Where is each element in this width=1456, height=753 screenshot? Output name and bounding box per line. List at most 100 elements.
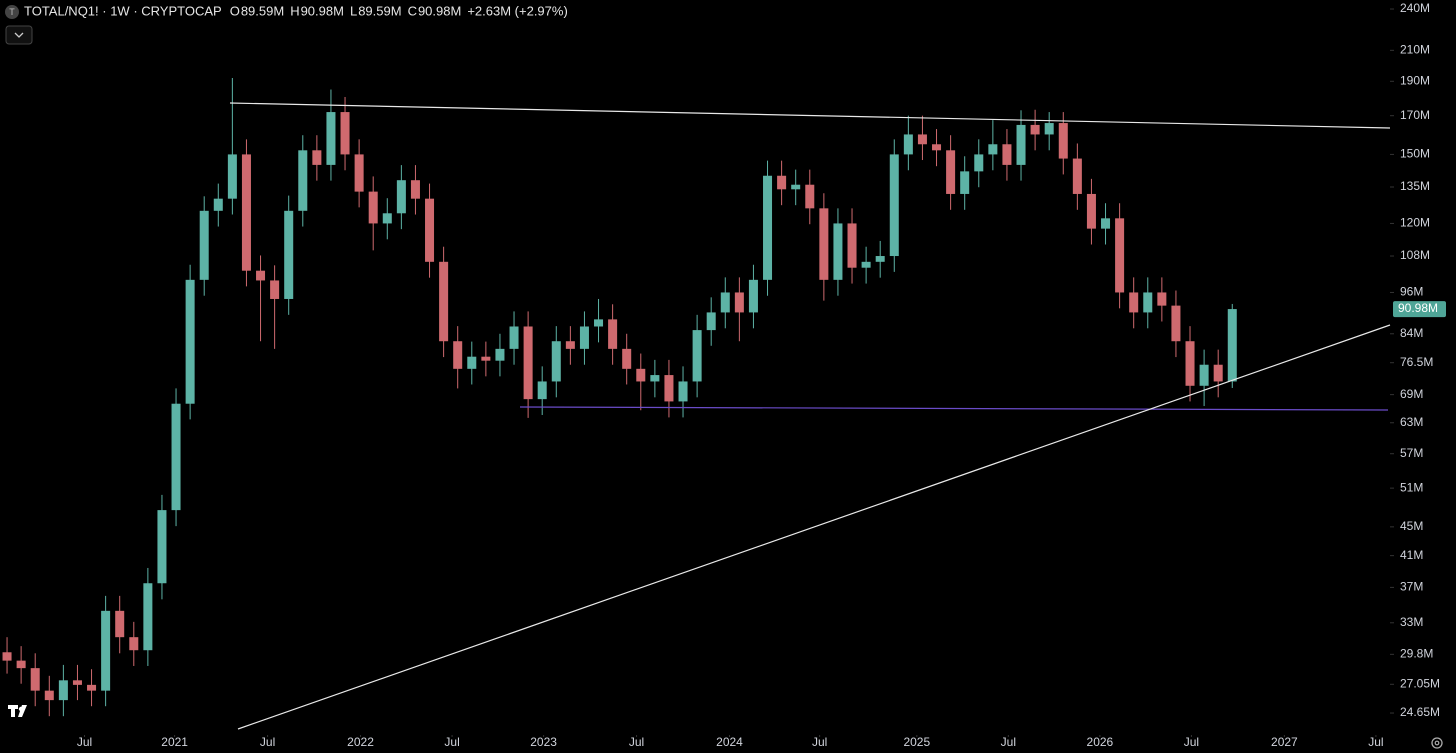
candle-body (143, 583, 153, 651)
x-tick-label: Jul (1184, 735, 1199, 749)
symbol-title[interactable]: TOTAL/NQ1! · 1W · CRYPTOCAP (24, 3, 222, 18)
symbol-icon-letter: T (9, 7, 15, 17)
candle-body (833, 223, 843, 280)
candle-body (847, 223, 857, 268)
logo-dot (18, 706, 24, 712)
y-tick-label: 108M (1400, 248, 1430, 262)
y-tick-label: 24.65M (1400, 705, 1440, 719)
candle-body (706, 312, 716, 331)
candle-body (326, 112, 336, 165)
x-tick-label: 2026 (1087, 735, 1114, 749)
price-label: 90.98M (1398, 301, 1438, 315)
y-tick-label: 76.5M (1400, 355, 1433, 369)
x-tick-label: Jul (260, 735, 275, 749)
dropdown-button[interactable] (5, 25, 33, 45)
y-tick-label: 33M (1400, 615, 1423, 629)
chevron-icon (14, 32, 24, 38)
candle-body (1199, 364, 1209, 386)
candle-body (312, 150, 322, 165)
candle-body (1157, 292, 1167, 306)
ohlc-value: 89.59M (358, 3, 401, 18)
x-tick-label: 2027 (1271, 735, 1298, 749)
candle-body (903, 134, 913, 155)
candle-body (1171, 305, 1181, 342)
settings-icon-center (1434, 740, 1440, 746)
candle-body (946, 150, 956, 194)
x-tick-label: 2023 (530, 735, 557, 749)
candle-body (30, 668, 40, 691)
candle-body (481, 356, 491, 361)
settings-icon[interactable] (1431, 737, 1443, 749)
y-tick-label: 240M (1400, 1, 1430, 15)
candle-body (805, 184, 815, 209)
candle-body (636, 368, 646, 382)
candle-body (791, 184, 801, 190)
ohlc-values: O 89.59M H 90.98M L 89.59M C 90.98M +2.63M (+2.9… (230, 3, 568, 18)
candle-body (171, 403, 181, 511)
candle-body (2, 652, 12, 661)
candle-body (1101, 218, 1111, 229)
candle-body (1227, 309, 1237, 382)
candle-body (917, 134, 927, 145)
candle-body (692, 330, 702, 382)
x-tick-label: Jul (812, 735, 827, 749)
y-tick-label: 51M (1400, 480, 1423, 494)
candle-body (1213, 364, 1223, 382)
y-tick-label: 37M (1400, 580, 1423, 594)
candle-body (875, 256, 885, 262)
candle-body (44, 690, 54, 701)
candle-body (425, 198, 435, 262)
candle-body (396, 180, 406, 214)
candle-body (410, 180, 420, 199)
symbol-icon[interactable] (5, 5, 19, 19)
x-tick-label: 2022 (347, 735, 374, 749)
candle-body (748, 279, 758, 313)
candle-body (368, 191, 378, 224)
candle-body (1002, 144, 1012, 165)
x-tick-label: Jul (629, 735, 644, 749)
candle-body (777, 175, 787, 190)
change-value: +2.63M (+2.97%) (467, 3, 567, 18)
candle-body (495, 348, 505, 361)
candle-body (650, 375, 660, 382)
candle-body (819, 208, 829, 280)
candle-body (87, 684, 97, 691)
candle-body (213, 198, 223, 211)
candle-body (678, 381, 688, 402)
candle-body (861, 261, 871, 268)
x-tick-label: Jul (77, 735, 92, 749)
candle-body (439, 261, 449, 342)
y-tick-label: 120M (1400, 216, 1430, 230)
x-tick-label: Jul (444, 735, 459, 749)
candle-body (284, 210, 294, 299)
y-tick-label: 135M (1400, 179, 1430, 193)
ohlc-value: 90.98M (301, 3, 344, 18)
candles (2, 78, 1237, 717)
ohlc-label: O (230, 3, 240, 18)
candle-body (72, 680, 82, 685)
candle-body (763, 175, 773, 280)
support-line[interactable] (519, 406, 1389, 411)
y-tick-label: 63M (1400, 415, 1423, 429)
candle-body (579, 326, 589, 349)
candle-body (537, 381, 547, 400)
candle-body (199, 210, 209, 280)
y-tick-label: 84M (1400, 326, 1423, 340)
trend-line[interactable] (237, 324, 1391, 730)
ohlc-value: 90.98M (418, 3, 461, 18)
candle-body (565, 341, 575, 349)
candle-body (960, 171, 970, 194)
candle-body (185, 279, 195, 404)
candle-body (340, 112, 350, 155)
candle-body (1016, 124, 1026, 165)
y-tick-label: 29.8M (1400, 647, 1433, 661)
candle-body (720, 292, 730, 313)
candle-body (467, 356, 477, 369)
x-tick-label: Jul (1001, 735, 1016, 749)
x-tick-label: 2024 (716, 735, 743, 749)
trend-line[interactable] (229, 102, 1391, 129)
ohlc-label: C (408, 3, 417, 18)
candle-body (241, 154, 251, 271)
y-tick-label: 41M (1400, 548, 1423, 562)
candle-body (889, 154, 899, 257)
